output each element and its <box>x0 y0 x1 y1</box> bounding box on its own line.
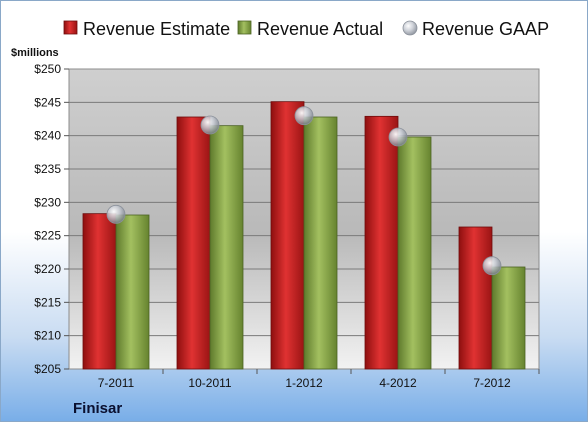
bar-revenue-estimate <box>364 115 399 370</box>
x-tick-label: 1-2012 <box>285 376 323 390</box>
y-axis-unit-label: $millions <box>11 47 59 59</box>
y-tick-label: $215 <box>34 295 61 309</box>
legend-swatch-actual <box>237 20 252 35</box>
bar-revenue-estimate <box>176 116 211 370</box>
y-tick-label: $225 <box>34 229 61 243</box>
legend-label-estimate: Revenue Estimate <box>83 19 230 39</box>
bar-revenue-estimate <box>270 101 305 370</box>
bar-revenue-actual <box>115 214 150 370</box>
x-axis-tick-labels: 7-2011 10-2011 1-2012 4-2012 7-2012 <box>98 369 540 390</box>
x-tick-label: 7-2011 <box>98 376 135 390</box>
bar-revenue-actual <box>491 266 526 370</box>
bar-revenue-estimate <box>82 213 117 370</box>
x-tick-label: 4-2012 <box>379 376 417 390</box>
y-tick-label: $210 <box>34 329 61 343</box>
y-tick-label: $220 <box>34 262 61 276</box>
y-axis-tick-labels: $205 $210 $215 $220 $225 $230 $235 $240 $245 $250 <box>34 62 61 376</box>
legend-label-gaap: Revenue GAAP <box>422 19 549 39</box>
bar-revenue-actual <box>397 136 432 370</box>
legend-marker-gaap <box>402 20 418 36</box>
y-tick-label: $250 <box>34 62 61 76</box>
legend: Revenue Estimate Revenue Actual Revenue … <box>63 19 549 39</box>
legend-label-actual: Revenue Actual <box>257 19 383 39</box>
bar-revenue-actual <box>303 116 338 370</box>
bar-revenue-actual <box>209 125 244 370</box>
bar-revenue-estimate <box>458 226 493 370</box>
x-tick-label: 7-2012 <box>473 376 511 390</box>
legend-swatch-estimate <box>63 20 78 35</box>
y-tick-label: $240 <box>34 129 61 143</box>
x-tick-label: 10-2011 <box>188 376 231 390</box>
bars <box>82 101 526 370</box>
y-tick-label: $235 <box>34 162 61 176</box>
y-tick-label: $230 <box>34 195 61 209</box>
y-tick-label: $205 <box>34 362 61 376</box>
marker-revenue-gaap <box>388 127 408 147</box>
gaap-markers <box>106 106 502 276</box>
marker-revenue-gaap <box>200 115 220 135</box>
marker-revenue-gaap <box>482 256 502 276</box>
company-name: Finisar <box>73 400 122 417</box>
y-tick-label: $245 <box>34 95 61 109</box>
marker-revenue-gaap <box>106 204 126 224</box>
marker-revenue-gaap <box>294 106 314 126</box>
